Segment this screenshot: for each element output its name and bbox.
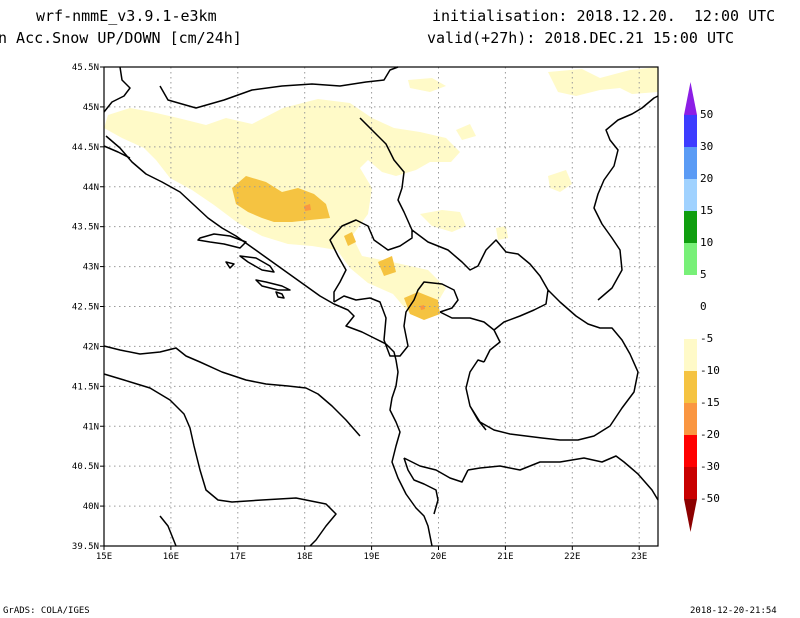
snow-area-light-3 — [548, 170, 572, 192]
snow-area-light-7 — [496, 226, 508, 240]
colorbar-label: 10 — [700, 236, 713, 249]
model-title: wrf-nmmE_v3.9.1-e3km — [36, 7, 217, 25]
latitude-labels: 45.5N 45N 44.5N 44N 43.5N 43N 42.5N 42N 41.5N 41N… — [72, 63, 99, 552]
colorbar-label: 50 — [700, 108, 713, 121]
footer-credit: GrADS: COLA/IGES — [3, 606, 90, 616]
colorbar-label: 15 — [700, 204, 713, 217]
colorbar-swatch — [684, 179, 697, 211]
colorbar-label: -20 — [700, 428, 720, 441]
lon-label: 20E — [430, 552, 446, 562]
lat-label: 39.5N — [72, 542, 99, 552]
lon-label: 19E — [363, 552, 379, 562]
snow-area-light-5 — [408, 78, 446, 92]
snow-area-light-4 — [420, 210, 466, 232]
colorbar-arrow-bottom — [684, 499, 697, 532]
snow-area-heavy-2 — [420, 305, 425, 310]
lat-label: 44N — [83, 183, 99, 193]
country-borders — [159, 66, 659, 515]
lat-label: 42N — [83, 342, 99, 352]
map-frame — [103, 66, 659, 547]
colorbar-label: 5 — [700, 268, 707, 281]
valid-time: valid(+27h): 2018.DEC.21 15:00 UTC — [427, 29, 735, 47]
map-gridlines — [100, 66, 658, 550]
colorbar-swatch — [684, 467, 697, 499]
colorbar-label: 0 — [700, 300, 707, 313]
snow-area-light-6 — [456, 124, 476, 140]
lat-label: 45.5N — [72, 63, 99, 73]
colorbar-swatch — [684, 307, 697, 339]
colorbar-swatch — [684, 243, 697, 275]
lat-label: 40.5N — [72, 462, 99, 472]
init-time: initialisation: 2018.12.20. 12:00 UTC — [432, 7, 776, 25]
lat-label: 40N — [83, 502, 99, 512]
longitude-labels: 15E 16E 17E 18E 19E 20E 21E 22E 23E — [96, 552, 647, 562]
footer-timestamp: 2018-12-20-21:54 — [690, 606, 777, 616]
lon-label: 17E — [230, 552, 246, 562]
snow-area-moderate-2 — [344, 232, 356, 246]
colorbar-swatch — [684, 435, 697, 467]
lon-label: 21E — [497, 552, 513, 562]
boundaries — [103, 66, 659, 547]
colorbar-swatch — [684, 211, 697, 243]
colorbar-swatch — [684, 339, 697, 371]
lon-label: 22E — [564, 552, 580, 562]
lat-label: 45N — [83, 103, 99, 113]
lon-label: 23E — [631, 552, 647, 562]
colorbar-label: -50 — [700, 492, 720, 505]
lat-label: 43.5N — [72, 223, 99, 233]
lat-label: 44.5N — [72, 143, 99, 153]
colorbar-swatch — [684, 115, 697, 147]
lon-label: 15E — [96, 552, 112, 562]
colorbar-swatch — [684, 371, 697, 403]
colorbar-swatch — [684, 147, 697, 179]
field-title: n Acc.Snow UP/DOWN [cm/24h] — [0, 29, 242, 47]
lon-label: 18E — [297, 552, 313, 562]
snow-area-light-2 — [548, 67, 658, 96]
italy-coast — [103, 345, 361, 547]
colorbar-swatch — [684, 403, 697, 435]
lat-label: 41N — [83, 422, 99, 432]
snow-area-heavy-1 — [304, 204, 311, 211]
colorbar-label: -30 — [700, 460, 720, 473]
lat-label: 41.5N — [72, 382, 99, 392]
lat-label: 42.5N — [72, 303, 99, 313]
colorbar-label: -5 — [700, 332, 713, 345]
snow-area-moderate-3 — [378, 256, 396, 276]
colorbar-swatch — [684, 275, 697, 307]
colorbar-label: 20 — [700, 172, 713, 185]
lon-label: 16E — [163, 552, 179, 562]
colorbar-label: -15 — [700, 396, 720, 409]
lat-label: 43N — [83, 263, 99, 273]
colorbar-arrow-top — [684, 82, 697, 115]
adriatic-coast-east — [103, 66, 433, 547]
islands — [103, 145, 291, 299]
colorbar-label: 30 — [700, 140, 713, 153]
colorbar-label: -10 — [700, 364, 720, 377]
